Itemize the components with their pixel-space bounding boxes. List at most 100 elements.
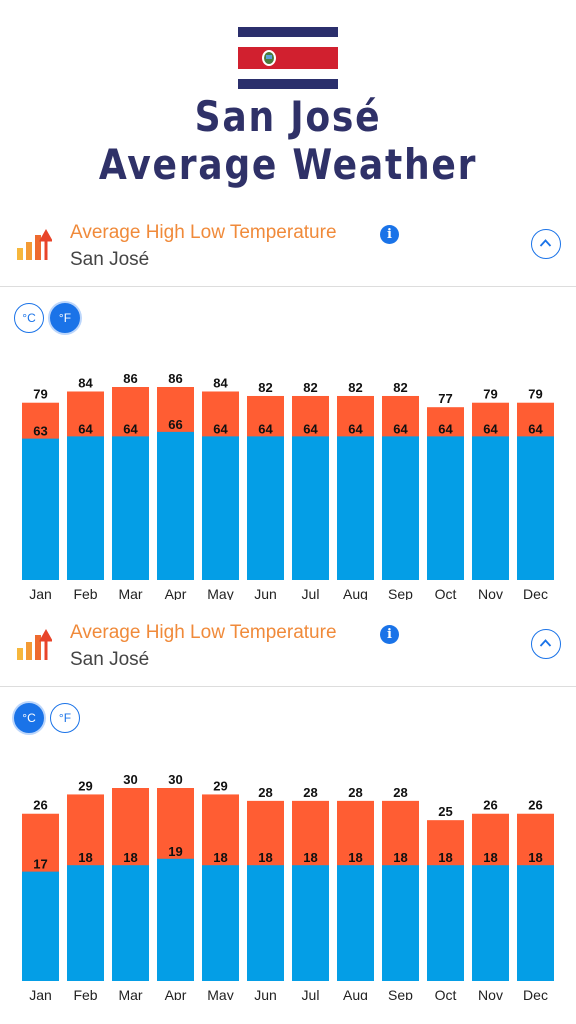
- low-temp-bar: [427, 865, 464, 981]
- low-temp-label: 64: [438, 421, 453, 436]
- month-label: Oct: [435, 586, 457, 600]
- low-temp-bar: [427, 436, 464, 580]
- low-temp-bar: [67, 436, 104, 580]
- month-label: Oct: [435, 987, 457, 1000]
- month-label: Jun: [254, 987, 277, 1000]
- high-temp-label: 26: [528, 798, 542, 813]
- page-title-line1: San José: [194, 92, 382, 141]
- temperature-section-fahrenheit: Average High Low Temperature San José i …: [0, 200, 576, 600]
- fahrenheit-toggle[interactable]: °F: [50, 303, 80, 333]
- temperature-chart-fahrenheit: 79 63 Jan 84 64 Feb 86 64 Mar 86 66 Apr 84 64 May 82 64 J…: [22, 371, 554, 600]
- low-temp-label: 18: [213, 850, 227, 865]
- high-temp-label: 82: [258, 380, 272, 395]
- month-label: Feb: [73, 987, 97, 1000]
- high-temp-label: 77: [438, 391, 452, 406]
- temperature-section-celsius: Average High Low Temperature San José i …: [0, 600, 576, 1000]
- low-temp-bar: [472, 865, 509, 981]
- low-temp-bar: [247, 436, 284, 580]
- low-temp-label: 18: [528, 850, 542, 865]
- month-label: Nov: [478, 987, 503, 1000]
- high-temp-label: 79: [33, 387, 47, 402]
- info-icon[interactable]: i: [380, 625, 399, 644]
- low-temp-bar: [112, 865, 149, 981]
- low-temp-bar: [292, 865, 329, 981]
- month-label: Jan: [29, 586, 52, 600]
- fahrenheit-toggle[interactable]: °F: [50, 703, 80, 733]
- high-temp-label: 82: [393, 380, 407, 395]
- low-temp-bar: [202, 436, 239, 580]
- high-temp-label: 28: [393, 785, 407, 800]
- chevron-up-icon[interactable]: [531, 229, 561, 259]
- high-temp-label: 29: [213, 778, 227, 793]
- info-icon[interactable]: i: [380, 225, 399, 244]
- low-temp-label: 66: [168, 417, 182, 432]
- low-temp-bar: [202, 865, 239, 981]
- celsius-toggle[interactable]: °C: [14, 703, 44, 733]
- section-title: Average High Low Temperature: [70, 622, 337, 643]
- high-temp-label: 25: [438, 804, 452, 819]
- high-temp-label: 28: [258, 785, 272, 800]
- section-title: Average High Low Temperature: [70, 222, 337, 243]
- low-temp-label: 64: [483, 421, 498, 436]
- month-label: Aug: [343, 586, 368, 600]
- low-temp-label: 18: [393, 850, 407, 865]
- low-temp-bar: [517, 865, 554, 981]
- low-temp-label: 64: [213, 421, 228, 436]
- month-label: Mar: [118, 987, 142, 1000]
- month-label: Sep: [388, 987, 413, 1000]
- low-temp-bar: [337, 436, 374, 580]
- low-temp-label: 64: [78, 421, 93, 436]
- high-temp-label: 86: [168, 371, 182, 386]
- low-temp-label: 18: [348, 850, 362, 865]
- section-location: San José: [70, 649, 150, 670]
- month-label: Dec: [523, 987, 548, 1000]
- low-temp-bar: [292, 436, 329, 580]
- bar-chart-icon: [17, 628, 52, 660]
- chevron-up-icon[interactable]: [531, 629, 561, 659]
- section-header[interactable]: Average High Low Temperature San José i: [0, 200, 576, 287]
- low-temp-bar: [22, 438, 59, 580]
- low-temp-label: 64: [258, 421, 273, 436]
- month-label: Mar: [118, 586, 142, 600]
- section-location: San José: [70, 249, 150, 270]
- temperature-chart-celsius: 26 17 Jan 29 18 Feb 30 18 Mar 30 19 Apr 29 18 May 28 18 J…: [22, 772, 554, 1000]
- low-temp-label: 63: [33, 424, 47, 439]
- high-temp-label: 29: [78, 778, 92, 793]
- low-temp-bar: [517, 436, 554, 580]
- low-temp-bar: [22, 871, 59, 981]
- low-temp-bar: [472, 436, 509, 580]
- high-temp-label: 86: [123, 371, 137, 386]
- section-header[interactable]: Average High Low Temperature San José i: [0, 600, 576, 687]
- high-temp-label: 82: [303, 380, 317, 395]
- month-label: Apr: [165, 987, 187, 1000]
- month-label: Dec: [523, 586, 548, 600]
- month-label: Jun: [254, 586, 277, 600]
- high-temp-label: 30: [123, 772, 137, 787]
- low-temp-label: 64: [348, 421, 363, 436]
- month-label: Sep: [388, 586, 413, 600]
- low-temp-bar: [382, 865, 419, 981]
- celsius-toggle[interactable]: °C: [14, 303, 44, 333]
- low-temp-label: 17: [33, 857, 47, 872]
- high-temp-label: 26: [483, 798, 497, 813]
- low-temp-label: 18: [303, 850, 317, 865]
- high-temp-label: 30: [168, 772, 182, 787]
- low-temp-bar: [157, 858, 194, 981]
- low-temp-label: 18: [78, 850, 92, 865]
- low-temp-label: 18: [123, 850, 137, 865]
- high-temp-label: 79: [528, 387, 542, 402]
- low-temp-bar: [112, 436, 149, 580]
- low-temp-bar: [67, 865, 104, 981]
- low-temp-bar: [337, 865, 374, 981]
- low-temp-bar: [382, 436, 419, 580]
- low-temp-bar: [247, 865, 284, 981]
- month-label: Jul: [302, 987, 320, 1000]
- low-temp-label: 18: [438, 850, 452, 865]
- page-title-line2: Average Weather: [98, 140, 478, 189]
- low-temp-label: 64: [393, 421, 408, 436]
- high-temp-label: 84: [213, 375, 228, 390]
- high-temp-label: 28: [303, 785, 317, 800]
- month-label: May: [207, 586, 233, 600]
- high-temp-label: 79: [483, 387, 497, 402]
- low-temp-label: 64: [303, 421, 318, 436]
